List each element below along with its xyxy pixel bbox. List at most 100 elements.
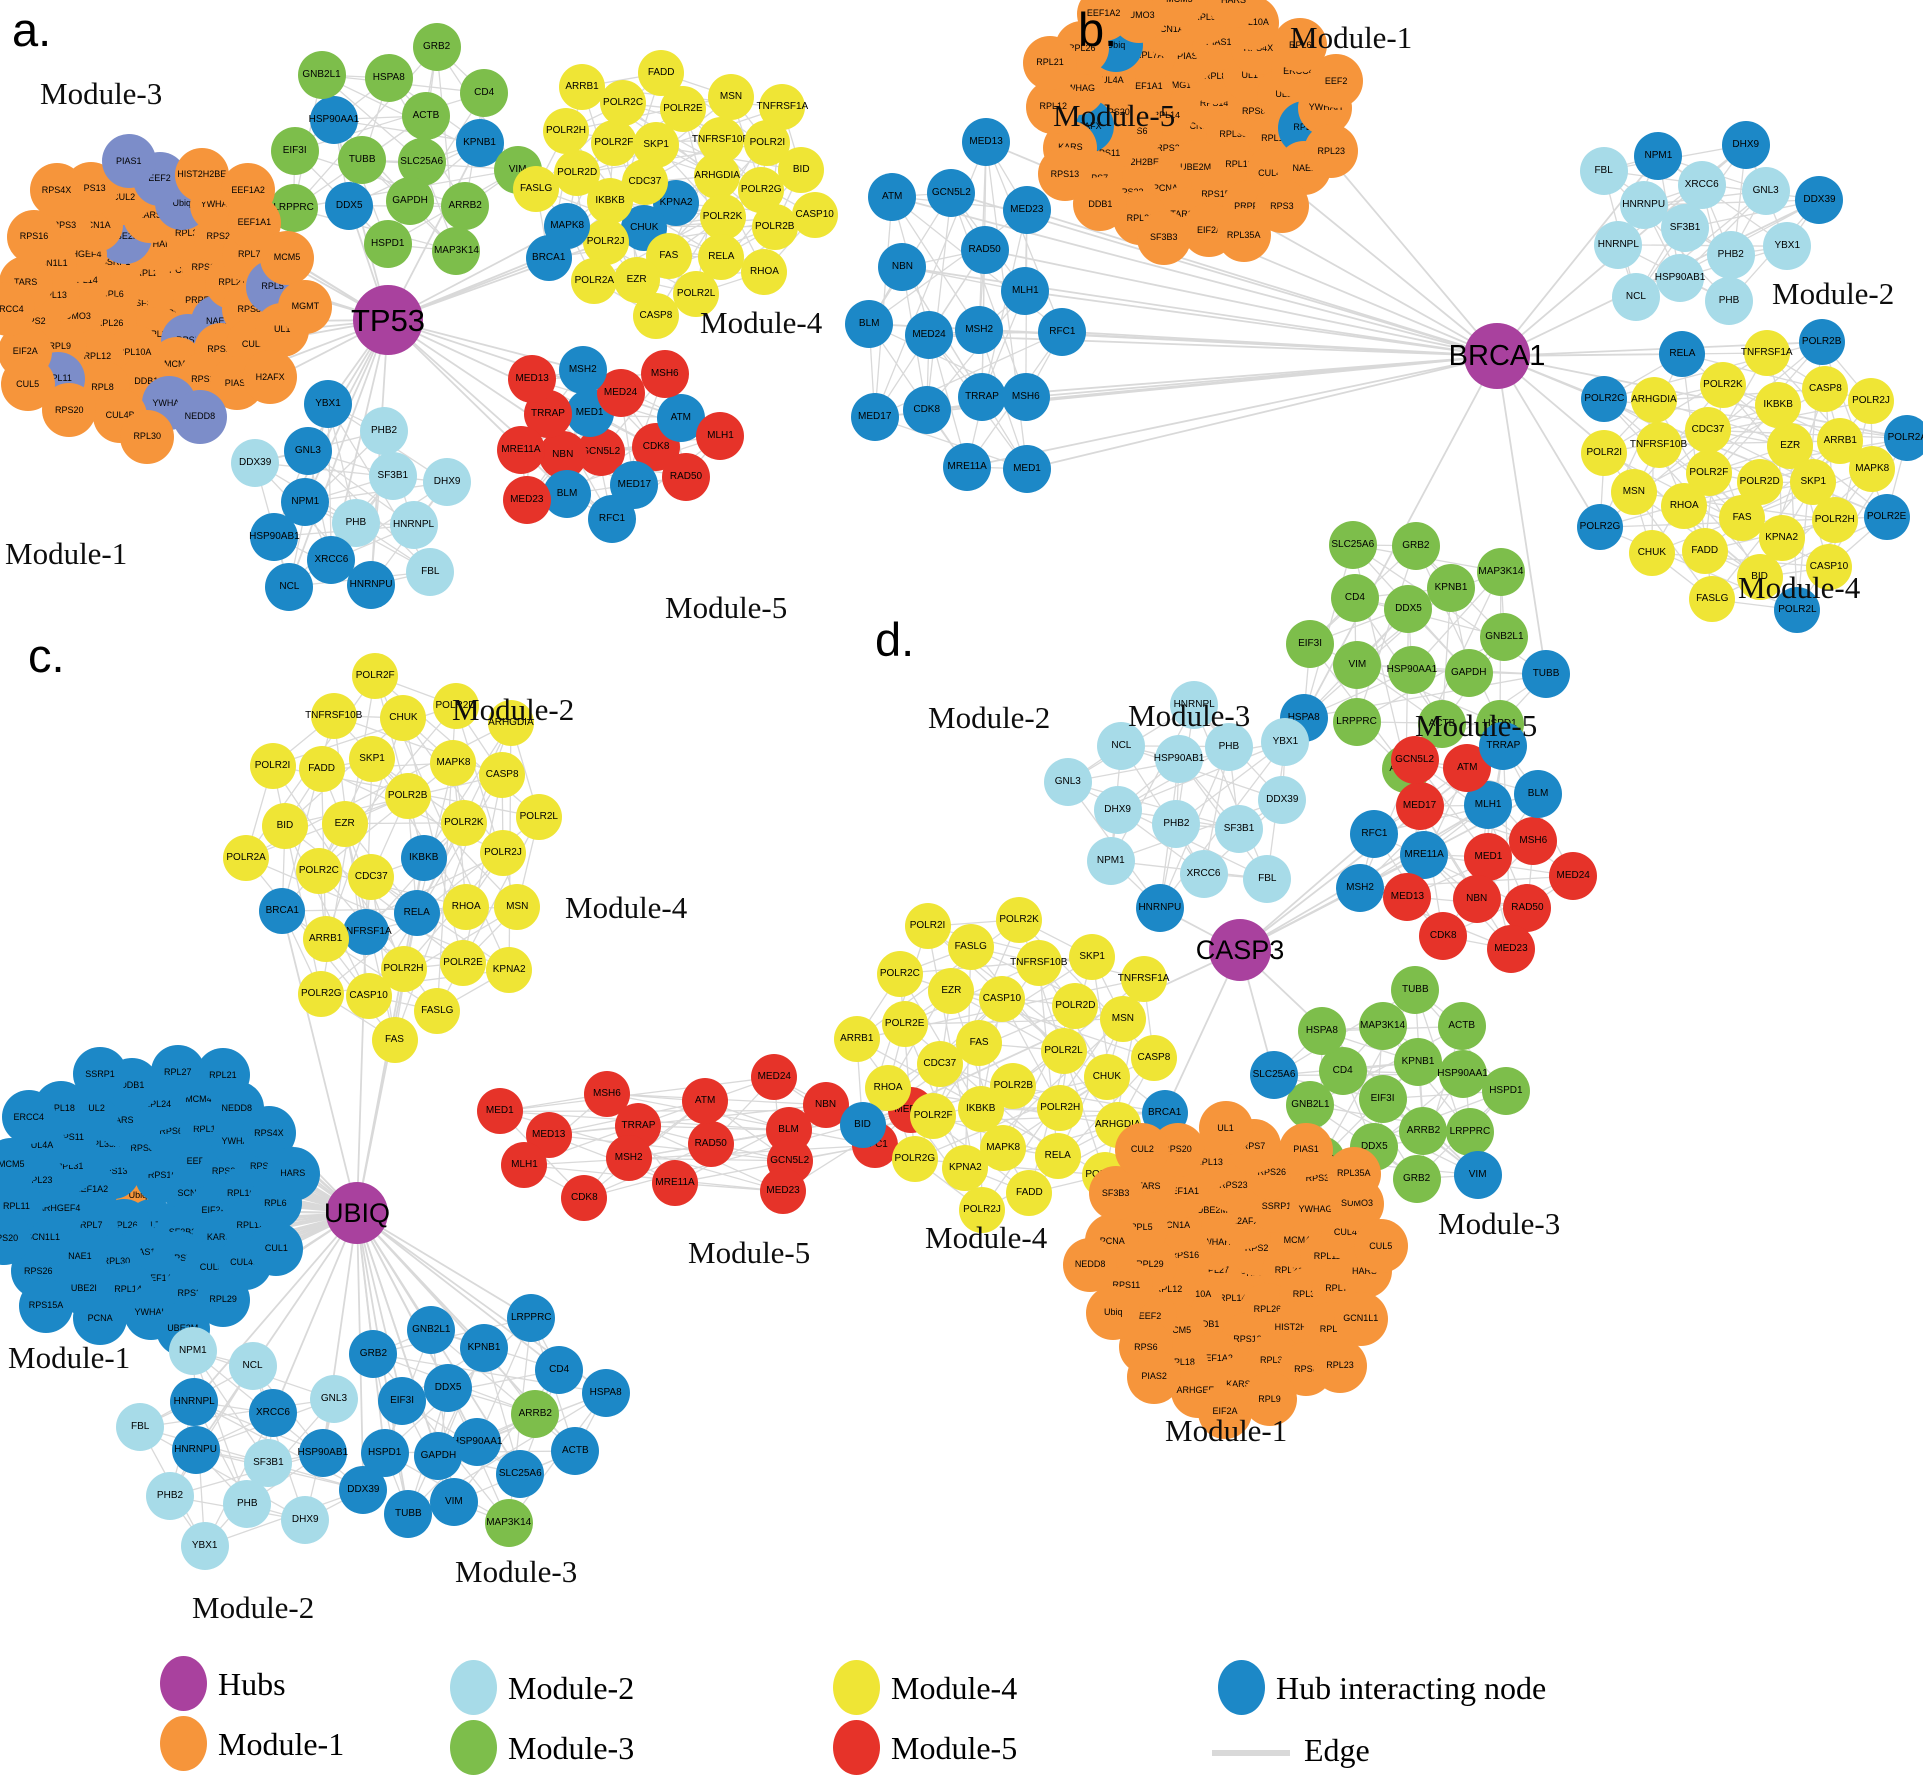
node-phb2: PHB2	[145, 1472, 194, 1521]
node-mapk8: MAPK8	[980, 1124, 1027, 1171]
node-arrb1: ARRB1	[833, 1016, 880, 1063]
node-polr2f: POLR2F	[352, 652, 399, 699]
node-rad50: RAD50	[960, 225, 1009, 274]
node-tnfrsf10b: TNFRSF10B	[305, 692, 362, 739]
node-gnb2l1: GNB2L1	[297, 51, 346, 100]
node-sf3b1: SF3B1	[1661, 204, 1710, 253]
node-eif3i: EIF3I	[270, 127, 319, 175]
node-blm: BLM	[845, 299, 894, 348]
node-kpna2: KPNA2	[942, 1144, 989, 1191]
node-tnfrsf10b: TNFRSF10B	[1630, 421, 1687, 468]
node-phb: PHB	[1705, 277, 1754, 326]
node-chuk: CHUK	[380, 695, 427, 742]
node-mgmt: MGMT	[278, 279, 333, 334]
node-polr2f: POLR2F	[910, 1092, 957, 1139]
node-msh6: MSH6	[1001, 373, 1050, 422]
node-tubb: TUBB	[1522, 650, 1571, 699]
node-fbl: FBL	[1579, 146, 1628, 195]
node-mre11a: MRE11A	[496, 425, 545, 474]
node-phb2: PHB2	[1706, 230, 1755, 279]
node-rela: RELA	[393, 890, 440, 937]
node-phb: PHB	[1204, 722, 1253, 771]
node-dhx9: DHX9	[1093, 785, 1142, 834]
node-msn: MSN	[708, 73, 755, 120]
node-rad50: RAD50	[1503, 883, 1552, 932]
node-faslg: FASLG	[414, 987, 461, 1034]
node-tnfrsf1a: TNFRSF1A	[757, 84, 808, 131]
node-polr2c: POLR2C	[1581, 376, 1628, 423]
node-bid: BID	[778, 147, 825, 194]
node-polr2d: POLR2D	[554, 150, 601, 197]
module-label: Module-2	[1772, 276, 1895, 311]
legend-swatch-module-5	[833, 1720, 880, 1775]
node-polr2j: POLR2J	[959, 1186, 1006, 1233]
node-rfc1: RFC1	[1350, 809, 1399, 858]
node-tubb: TUBB	[338, 136, 387, 185]
node-chuk: CHUK	[1628, 529, 1675, 576]
hub-node-ubiq: UBIQ	[324, 1182, 390, 1244]
node-cdc37: CDC37	[916, 1041, 963, 1088]
node-cdk8: CDK8	[902, 385, 951, 434]
legend-swatch-module-2	[450, 1660, 497, 1715]
node-dhx9: DHX9	[281, 1496, 330, 1545]
node-msh6: MSH6	[1509, 817, 1558, 866]
node-rhoa: RHOA	[1661, 483, 1708, 530]
node-ybx1: YBX1	[1261, 717, 1310, 766]
node-polr2l: POLR2L	[1040, 1027, 1087, 1074]
module-label: Module-3	[1438, 1206, 1561, 1241]
module-label: Module-5	[665, 590, 788, 625]
node-gnb2l1: GNB2L1	[1286, 1081, 1335, 1130]
node-gnb2l1: GNB2L1	[1480, 612, 1529, 661]
node-rhoa: RHOA	[741, 248, 788, 295]
node-gnb2l1: GNB2L1	[407, 1305, 456, 1354]
node-nbn: NBN	[1452, 875, 1501, 924]
node-casp8: CASP8	[632, 292, 679, 339]
node-mre11a: MRE11A	[652, 1160, 699, 1207]
node-mlh1: MLH1	[696, 412, 745, 461]
node-rfc1: RFC1	[587, 495, 636, 544]
node-pias1: PIAS1	[101, 134, 156, 189]
node-polr2e: POLR2E	[1863, 493, 1910, 540]
node-skp1: SKP1	[349, 736, 396, 783]
module-label: Module-3	[40, 76, 163, 111]
node-arhgdia: ARHGDIA	[694, 152, 741, 199]
node-hnrnpu: HNRNPU	[1619, 181, 1668, 230]
node-polr2i: POLR2I	[1581, 429, 1628, 476]
node-mlh1: MLH1	[501, 1142, 548, 1189]
node-med24: MED24	[1549, 852, 1598, 901]
node-nedd8: NEDD8	[1063, 1237, 1118, 1292]
node-hspd1: HSPD1	[360, 1428, 409, 1477]
node-med13: MED13	[508, 355, 557, 404]
node-hsp90ab1: HSP90AB1	[1655, 253, 1705, 302]
node-atm: ATM	[682, 1078, 729, 1125]
module-label: Module-1	[5, 536, 128, 571]
node-arrb1: ARRB1	[559, 63, 606, 110]
node-hnrnpl: HNRNPL	[389, 501, 438, 550]
node-ybx1: YBX1	[180, 1522, 229, 1571]
node-polr2b: POLR2B	[1798, 319, 1845, 366]
node-hnrnpl: HNRNPL	[1594, 220, 1643, 269]
node-polr2i: POLR2I	[904, 903, 951, 950]
node-ddx5: DDX5	[325, 181, 374, 230]
node-rad50: RAD50	[687, 1121, 734, 1168]
node-med24: MED24	[596, 369, 645, 417]
node-ddx39: DDX39	[1795, 175, 1844, 224]
node-eef1a2: EEF1A2	[1076, 0, 1131, 41]
node-polr2g: POLR2G	[298, 970, 345, 1017]
node-polr2h: POLR2H	[1037, 1084, 1084, 1131]
legend-swatch-hub-interacting-node	[1218, 1660, 1265, 1715]
node-casp8: CASP8	[1802, 365, 1849, 412]
node-msh6: MSH6	[583, 1070, 630, 1117]
node-med23: MED23	[1486, 925, 1535, 974]
node-tnfrsf10b: TNFRSF10B	[692, 117, 749, 164]
node-rpl9: RPL9	[1242, 1372, 1297, 1427]
node-hnrnpu: HNRNPU	[347, 561, 396, 610]
node-med1: MED1	[1002, 444, 1051, 493]
node-med13: MED13	[1383, 872, 1432, 921]
module-label: Module-5	[688, 1235, 811, 1270]
node-dhx9: DHX9	[423, 458, 472, 507]
node-rps15a: RPS15A	[19, 1278, 74, 1333]
node-arhgdia: ARHGDIA	[1630, 377, 1677, 424]
node-polr2b: POLR2B	[751, 203, 798, 250]
node-kpnb1: KPNB1	[460, 1323, 509, 1372]
